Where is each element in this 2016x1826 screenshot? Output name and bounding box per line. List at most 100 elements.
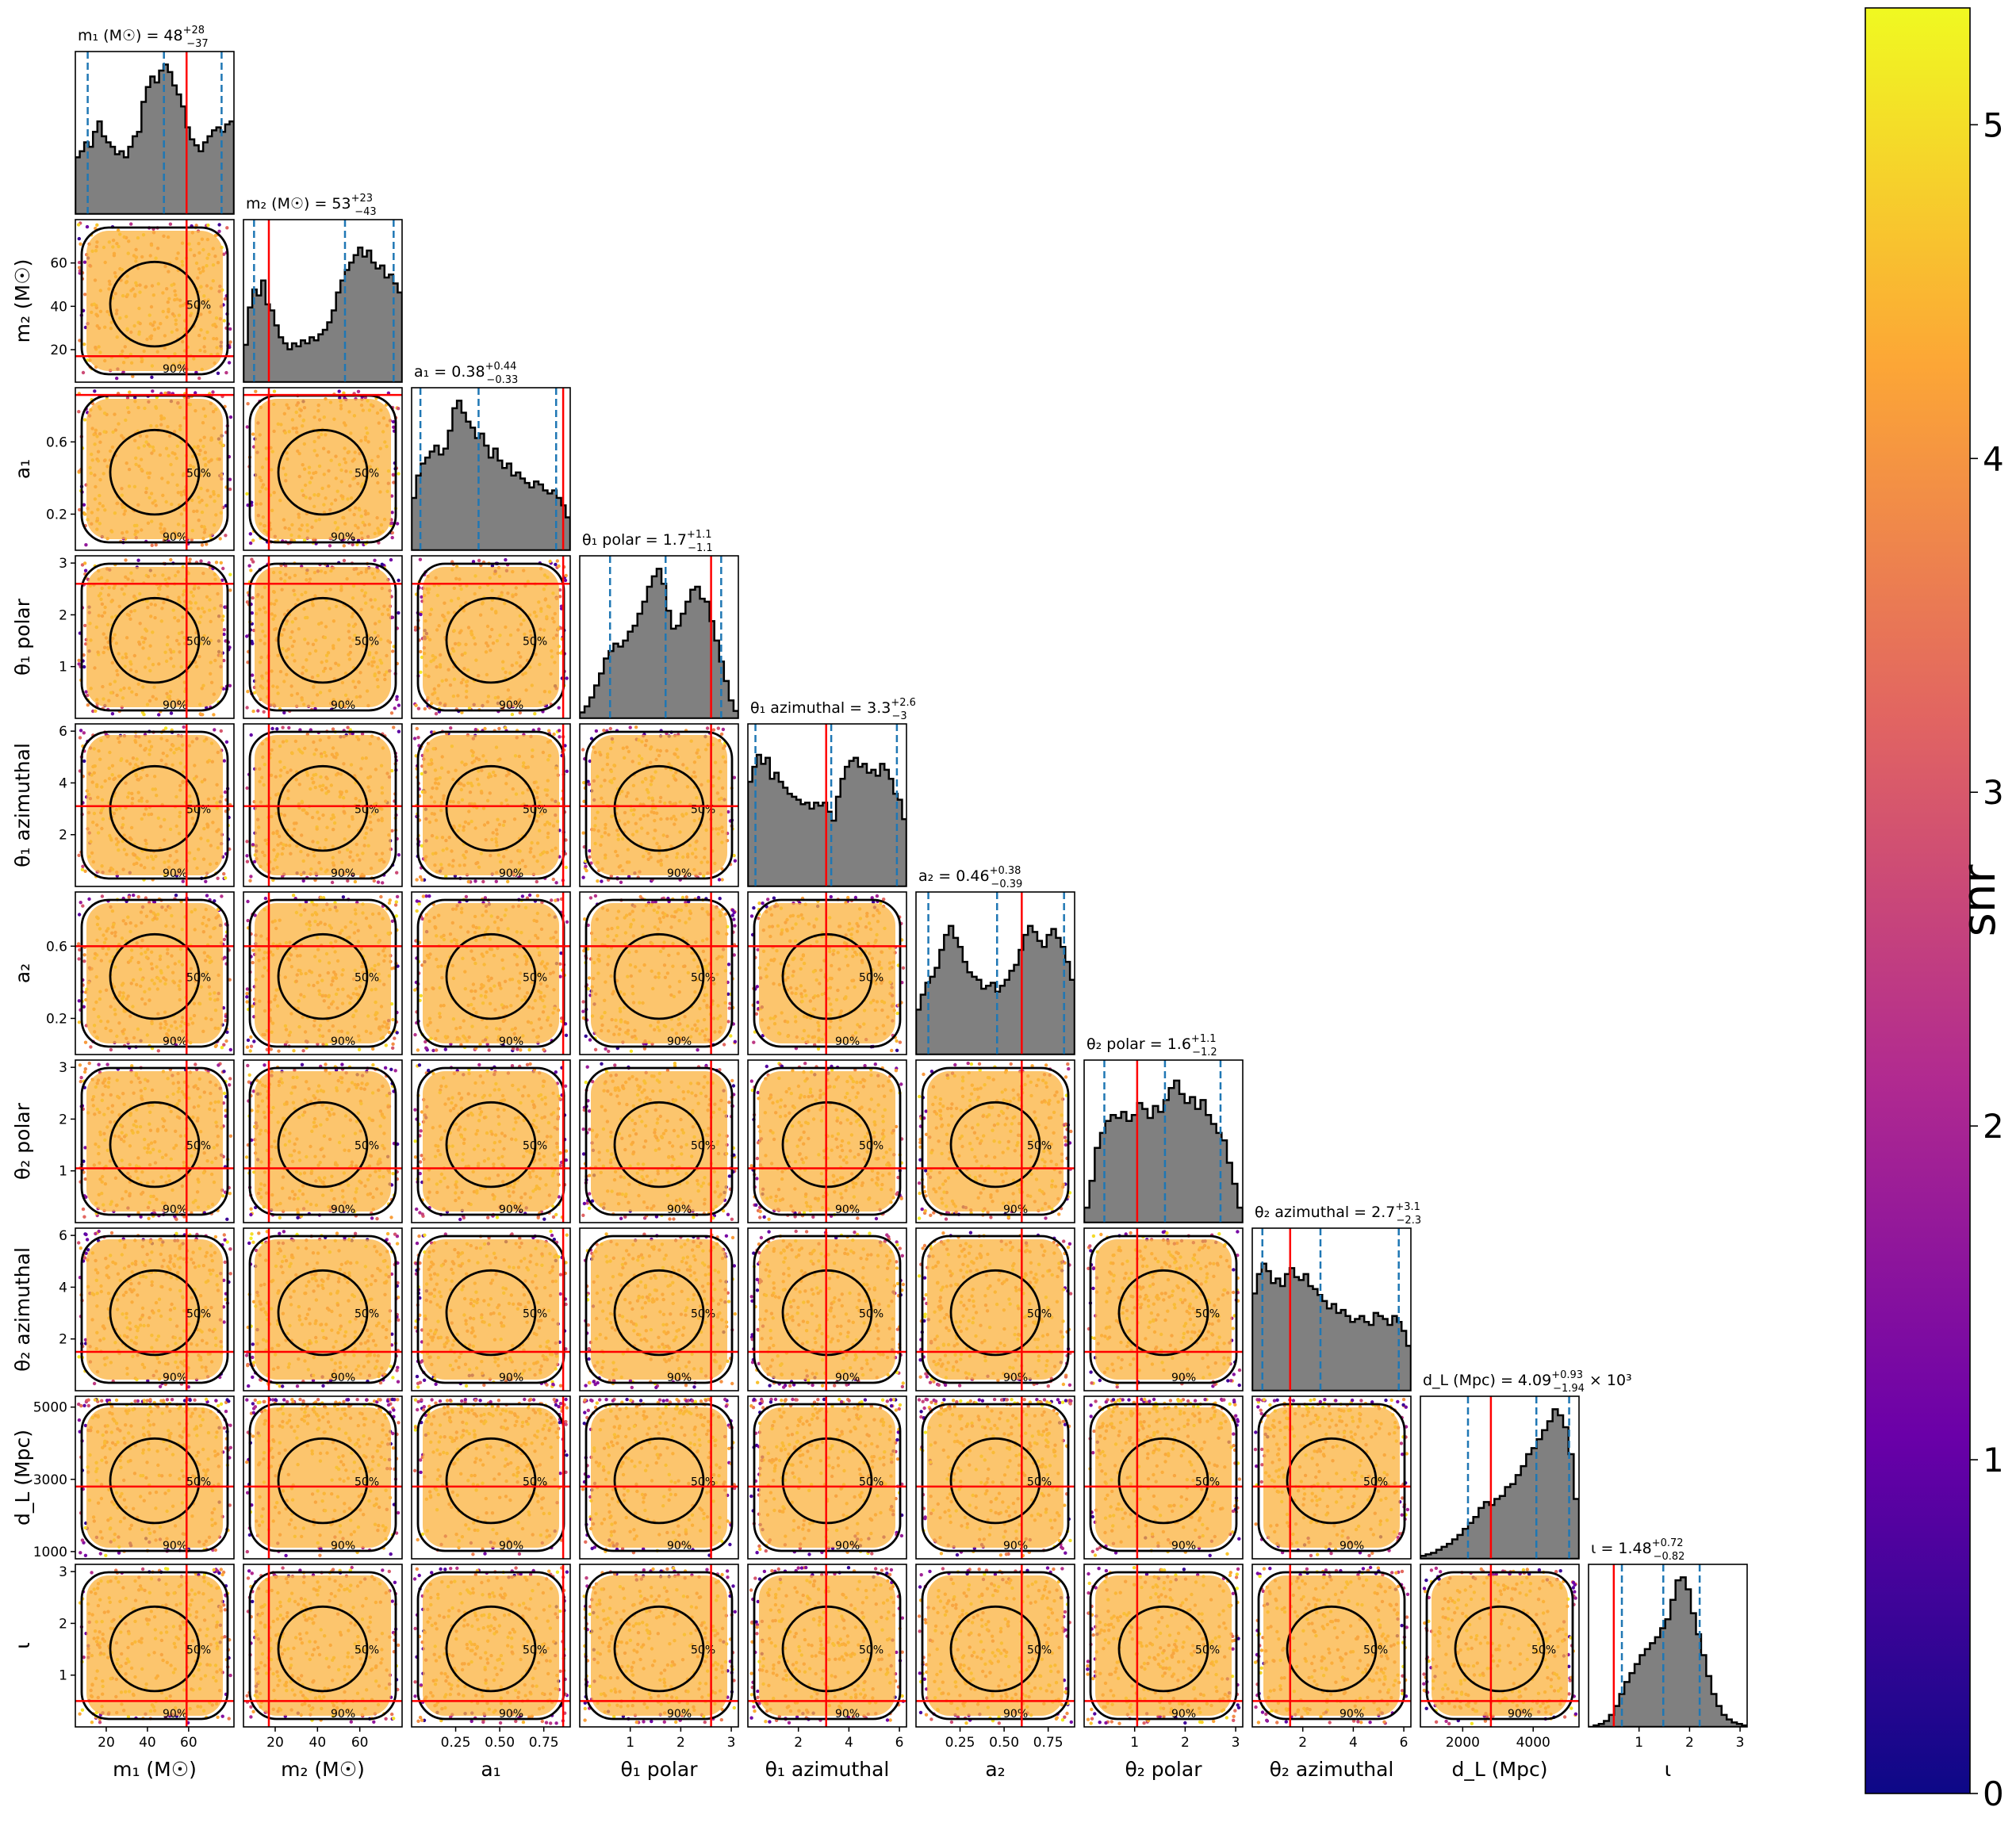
contour-label-50: 50% bbox=[691, 1476, 715, 1489]
contour-label-90: 90% bbox=[1003, 1372, 1028, 1384]
y-tick-label: 2 bbox=[59, 1332, 67, 1348]
contour-label-90: 90% bbox=[499, 1035, 523, 1048]
x-tick-label: 60 bbox=[351, 1735, 369, 1751]
contour-label-50: 50% bbox=[523, 1644, 547, 1657]
panel-frame bbox=[915, 891, 1075, 1055]
contour-90 bbox=[80, 1403, 229, 1552]
histogram-bars bbox=[580, 568, 738, 718]
contour-label-50: 50% bbox=[859, 1140, 883, 1153]
histogram-panel-m1: m₁ (M☉) = 48+28 −37 bbox=[75, 25, 235, 215]
contour-label-90: 90% bbox=[667, 1035, 692, 1048]
contour-90 bbox=[248, 1403, 397, 1552]
contour-label-90: 90% bbox=[163, 867, 187, 880]
scatter-panel-th2a-dl: 50% 90% bbox=[1251, 1395, 1412, 1560]
contour-label-50: 50% bbox=[691, 972, 715, 985]
density-core bbox=[86, 231, 223, 371]
panel-frame bbox=[1083, 1227, 1244, 1392]
x-axis-label: θ₂ azimuthal bbox=[1270, 1758, 1394, 1781]
density-core bbox=[255, 1239, 391, 1380]
contour-90 bbox=[80, 562, 229, 712]
contour-label-50: 50% bbox=[523, 1476, 547, 1489]
y-axis-label: a₂ bbox=[11, 963, 34, 983]
histogram-bars bbox=[916, 924, 1075, 1055]
contour-90 bbox=[80, 1235, 229, 1384]
contour-50 bbox=[613, 764, 705, 852]
density-core bbox=[423, 1407, 559, 1548]
x-tick-label: 1 bbox=[1130, 1735, 1139, 1751]
density-core bbox=[86, 399, 223, 539]
y-tick-label: 1000 bbox=[33, 1545, 67, 1560]
contour-label-50: 50% bbox=[1027, 1644, 1052, 1657]
panel-frame bbox=[1420, 1564, 1580, 1728]
contour-50 bbox=[613, 1101, 705, 1189]
density-core bbox=[1263, 1575, 1400, 1716]
panel-frame bbox=[579, 555, 739, 719]
y-tick-label: 4 bbox=[59, 1280, 67, 1296]
contour-50 bbox=[1286, 1437, 1378, 1525]
panel-frame bbox=[915, 1395, 1075, 1560]
contour-50 bbox=[109, 1605, 201, 1693]
density-core bbox=[591, 1407, 727, 1548]
x-tick-label: 1 bbox=[626, 1735, 634, 1751]
panel-frame bbox=[579, 1395, 739, 1560]
panel-frame bbox=[1420, 1395, 1580, 1560]
contour-label-90: 90% bbox=[835, 1204, 860, 1216]
y-axis-label: θ₂ azimuthal bbox=[11, 1247, 34, 1372]
contour-90 bbox=[753, 1235, 902, 1384]
scatter-panel-m1-iota: 50% 90% 1 2 3 ι 20 40 60 m₁ (M☉) bbox=[11, 1564, 235, 1781]
y-tick-label: 3000 bbox=[33, 1472, 67, 1488]
contour-label-50: 50% bbox=[859, 1308, 883, 1321]
x-tick-label: 40 bbox=[309, 1735, 327, 1751]
panel-frame bbox=[243, 219, 403, 383]
density-core bbox=[423, 735, 559, 875]
scatter-panel-th1a-th2p: 50% 90% bbox=[747, 1059, 907, 1223]
histogram-panel-iota: ι = 1.48+0.72 −0.82 1 2 3 ι bbox=[1588, 1537, 1748, 1781]
contour-50 bbox=[445, 1605, 537, 1693]
panel-frame bbox=[411, 387, 571, 551]
histogram-bars bbox=[75, 63, 234, 214]
scatter-panel-a1-th1a: 50%90% bbox=[411, 723, 571, 887]
panel-frame bbox=[1251, 1227, 1412, 1392]
contour-label-90: 90% bbox=[1003, 1204, 1028, 1216]
scatter-panel-m2-dl: 50% 90% bbox=[243, 1395, 403, 1560]
panel-frame bbox=[75, 891, 235, 1055]
density-core bbox=[759, 1407, 895, 1548]
contour-label-90: 90% bbox=[667, 1204, 692, 1216]
x-tick-label: 4000 bbox=[1516, 1735, 1550, 1751]
contour-50 bbox=[109, 1437, 201, 1525]
density-core bbox=[86, 903, 223, 1043]
contour-label-90: 90% bbox=[1508, 1708, 1532, 1721]
contour-50 bbox=[1117, 1605, 1209, 1693]
contour-50 bbox=[109, 260, 201, 348]
contour-90 bbox=[1089, 1403, 1238, 1552]
panel-frame bbox=[243, 1059, 403, 1223]
density-core bbox=[86, 1575, 223, 1716]
contour-90 bbox=[1089, 1571, 1238, 1721]
contour-label-50: 50% bbox=[859, 1476, 883, 1489]
colorbar-tick-label: 2 bbox=[1983, 1107, 2004, 1146]
contour-label-90: 90% bbox=[331, 1372, 355, 1384]
panel-title: a₁ = 0.38+0.44 −0.33 bbox=[414, 361, 518, 386]
scatter-panel-m1-th2a: 50% 90% 2 4 6 θ₂ azimuthal bbox=[11, 1227, 235, 1392]
x-axis-label: θ₂ polar bbox=[1125, 1758, 1203, 1781]
contour-label-50: 50% bbox=[1531, 1644, 1556, 1657]
contour-label-50: 50% bbox=[1195, 1644, 1220, 1657]
panel-title: d_L (Mpc) = 4.09+0.93 −1.94 × 10³ bbox=[1423, 1369, 1632, 1395]
x-tick-label: 1 bbox=[1635, 1735, 1643, 1751]
density-core bbox=[759, 1071, 895, 1212]
contour-50 bbox=[277, 1101, 369, 1189]
contour-label-50: 50% bbox=[186, 972, 211, 985]
density-core bbox=[255, 399, 391, 539]
x-tick-label: 3 bbox=[1736, 1735, 1745, 1751]
contour-label-90: 90% bbox=[1171, 1708, 1196, 1721]
contour-50 bbox=[277, 764, 369, 852]
contour-label-90: 90% bbox=[667, 1708, 692, 1721]
contour-90 bbox=[1257, 1403, 1406, 1552]
contour-label-90: 90% bbox=[499, 1540, 523, 1552]
contour-50 bbox=[781, 932, 873, 1020]
scatter-panel-m1-th1p: 50% 90% 1 2 3 θ₁ polar bbox=[11, 555, 235, 719]
scatter-panel-m1-a1: 50% 90% 0.2 0.6 a₁ bbox=[11, 387, 235, 551]
contour-label-90: 90% bbox=[331, 1540, 355, 1552]
panel-frame bbox=[747, 891, 907, 1055]
scatter-panel-m2-th2p: 50% 90% bbox=[243, 1059, 403, 1223]
